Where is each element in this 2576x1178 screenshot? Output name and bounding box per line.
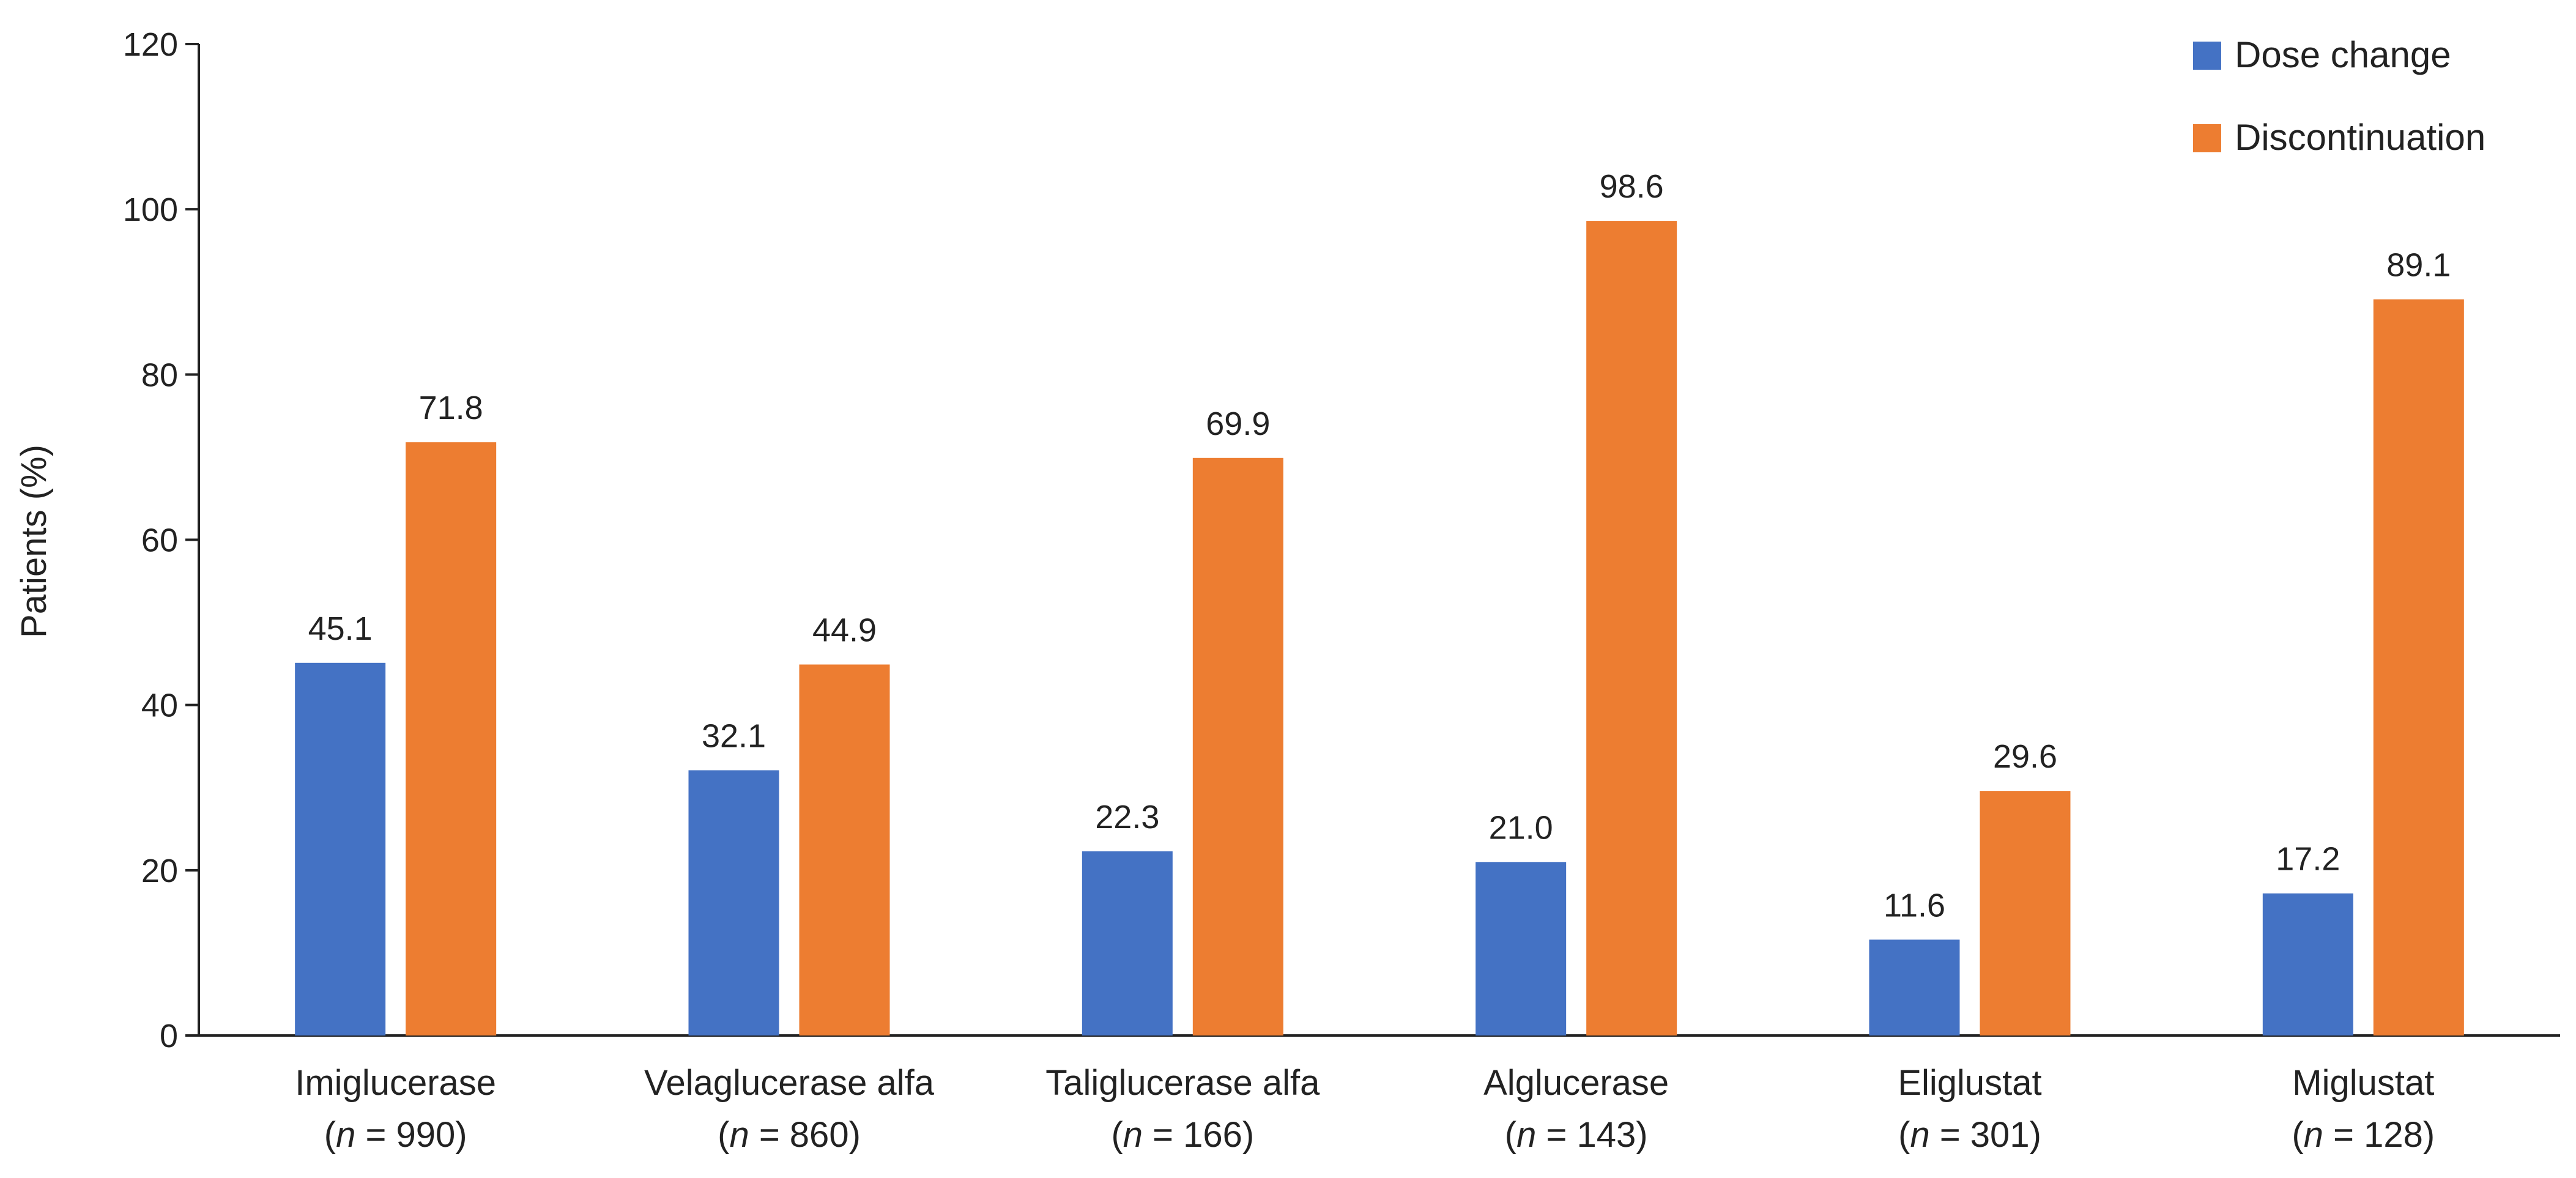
data-label: 69.9: [1206, 406, 1270, 442]
legend-label: Discontinuation: [2235, 117, 2485, 158]
data-label: 17.2: [2276, 841, 2340, 878]
y-axis-title: Patients (%): [14, 445, 54, 638]
data-labels: 45.1 71.8 32.1 44.9 22.3 69.9 21.0 98.6 11.6 29.6…: [308, 168, 2451, 924]
y-tick-label: 120: [123, 26, 178, 63]
bars: [295, 221, 2464, 1036]
data-label: 11.6: [1884, 887, 1945, 924]
category-labels: Imiglucerase (n = 990) Velaglucerase alfa (…: [295, 1063, 2435, 1155]
y-tick-label: 60: [141, 522, 178, 559]
category-label: Eliglustat: [1898, 1063, 2041, 1103]
bar-discontinuation: [1192, 457, 1283, 1035]
bar-discontinuation: [406, 442, 497, 1035]
y-tick-label: 100: [123, 191, 178, 228]
category-label: Velaglucerase alfa: [644, 1063, 935, 1103]
data-label: 21.0: [1489, 809, 1553, 846]
bar-discontinuation: [1586, 221, 1677, 1035]
bar-dose-change: [2262, 893, 2353, 1035]
category-n-label: (n = 990): [324, 1115, 467, 1155]
data-label: 98.6: [1600, 168, 1664, 205]
legend-swatch-discontinuation: [2193, 124, 2221, 152]
bar-dose-change: [1082, 851, 1173, 1035]
category-n-label: (n = 301): [1898, 1115, 2041, 1155]
data-label: 89.1: [2386, 246, 2451, 283]
category-n-label: (n = 128): [2292, 1115, 2435, 1155]
bar-dose-change: [295, 662, 386, 1035]
category-label: Imiglucerase: [295, 1063, 496, 1103]
legend-swatch-dose-change: [2193, 42, 2221, 70]
category-label: Miglustat: [2292, 1063, 2434, 1103]
y-tick-label: 0: [160, 1018, 178, 1054]
category-n-label: (n = 143): [1505, 1115, 1648, 1155]
bar-discontinuation: [2373, 299, 2464, 1036]
bar-discontinuation: [799, 664, 890, 1035]
data-label: 29.6: [1993, 738, 2057, 775]
y-tick-label: 80: [141, 357, 178, 393]
category-n-label: (n = 166): [1111, 1115, 1254, 1155]
legend: Dose change Discontinuation: [2193, 34, 2485, 158]
data-label: 32.1: [702, 717, 766, 754]
bar-discontinuation: [1980, 791, 2071, 1035]
data-label: 22.3: [1095, 799, 1159, 835]
data-label: 45.1: [308, 610, 373, 647]
category-label: Alglucerase: [1483, 1063, 1669, 1103]
y-tick-label: 40: [141, 687, 178, 724]
data-label: 44.9: [812, 612, 877, 648]
category-n-label: (n = 860): [718, 1115, 861, 1155]
legend-label: Dose change: [2235, 34, 2451, 75]
y-tick-label: 20: [141, 853, 178, 889]
bar-dose-change: [1475, 862, 1567, 1035]
bar-dose-change: [1869, 939, 1960, 1035]
data-label: 71.8: [419, 390, 483, 426]
bar-dose-change: [688, 770, 779, 1035]
y-axis: 0 20 40 60 80 100 120: [123, 26, 200, 1054]
category-label: Taliglucerase alfa: [1045, 1063, 1320, 1103]
